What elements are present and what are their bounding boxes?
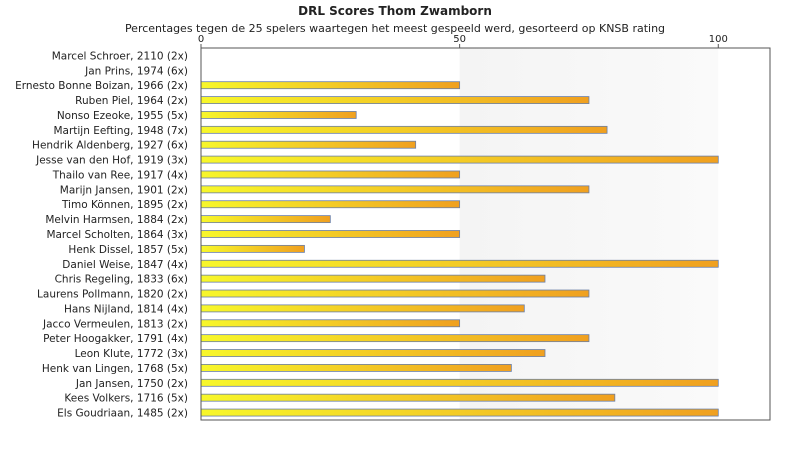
- category-label: Nonso Ezeoke, 1955 (5x): [57, 110, 188, 122]
- x-tick-label: 0: [198, 34, 204, 45]
- bar: [200, 408, 719, 417]
- category-label: Hans Nijland, 1814 (4x): [64, 303, 188, 315]
- category-label: Thailo van Ree, 1917 (4x): [52, 169, 188, 181]
- category-label: Ruben Piel, 1964 (2x): [75, 95, 188, 107]
- bar: [200, 111, 357, 119]
- bar: [200, 289, 590, 298]
- category-label: Laurens Pollmann, 1820 (2x): [37, 289, 188, 301]
- bar: [200, 140, 417, 149]
- chart-title: DRL Scores Thom Zwamborn: [298, 4, 492, 18]
- category-label: Daniel Weise, 1847 (4x): [62, 259, 188, 271]
- category-label: Melvin Harmsen, 1884 (2x): [45, 214, 188, 226]
- category-label: Jan Prins, 1974 (6x): [84, 65, 188, 77]
- category-label: Marijn Jansen, 1901 (2x): [60, 184, 188, 196]
- bar: [200, 230, 461, 238]
- category-label: Jesse van den Hof, 1919 (3x): [35, 155, 188, 167]
- category-label: Peter Hoogakker, 1791 (4x): [43, 333, 188, 345]
- category-label: Jan Jansen, 1750 (2x): [75, 378, 188, 390]
- bar: [200, 349, 546, 357]
- category-label: Marcel Scholten, 1864 (3x): [46, 229, 188, 241]
- bar: [200, 304, 525, 313]
- category-label: Hendrik Aldenberg, 1927 (6x): [32, 140, 188, 152]
- category-label: Henk van Lingen, 1768 (5x): [42, 363, 188, 375]
- category-label: Ernesto Bonne Boizan, 1966 (2x): [15, 80, 188, 92]
- bar: [200, 155, 719, 164]
- x-tick-label: 100: [709, 34, 728, 45]
- bar: [200, 200, 461, 209]
- category-label: Jacco Vermeulen, 1813 (2x): [42, 318, 188, 330]
- category-label: Timo Können, 1895 (2x): [61, 199, 188, 211]
- grid-band: [718, 48, 770, 420]
- grid-band: [459, 48, 719, 420]
- category-label: Chris Regeling, 1833 (6x): [55, 274, 188, 286]
- bar: [200, 125, 608, 134]
- bar: [200, 96, 590, 104]
- bar: [200, 274, 546, 283]
- category-label: Henk Dissel, 1857 (5x): [68, 244, 188, 256]
- bar: [200, 364, 512, 372]
- bar: [200, 215, 331, 224]
- bar: [200, 244, 305, 253]
- bar: [200, 259, 719, 268]
- bar: [200, 185, 590, 194]
- bar: [200, 319, 461, 328]
- plot-frame: [200, 47, 771, 421]
- bar: [200, 378, 719, 387]
- bar: [200, 334, 590, 343]
- category-label: Marcel Schroer, 2110 (2x): [52, 50, 188, 62]
- category-label: Leon Klute, 1772 (3x): [75, 348, 188, 360]
- x-tick-label: 50: [453, 34, 466, 45]
- category-label: Martijn Eefting, 1948 (7x): [53, 125, 188, 137]
- bar: [200, 170, 461, 179]
- bar: [200, 393, 616, 402]
- chart-subtitle: Percentages tegen de 25 spelers waartege…: [124, 22, 666, 35]
- category-label: Els Goudriaan, 1485 (2x): [57, 408, 188, 420]
- category-label: Kees Volkers, 1716 (5x): [64, 393, 188, 405]
- bar: [200, 81, 461, 90]
